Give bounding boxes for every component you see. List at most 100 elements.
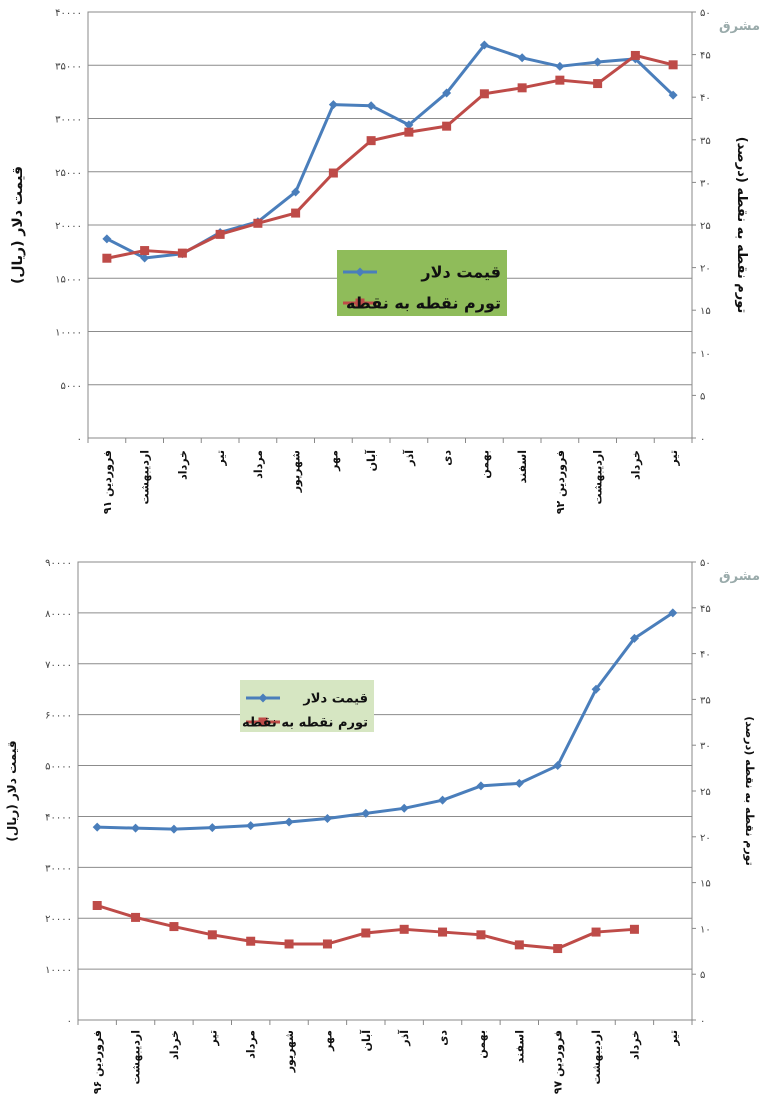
data-point: [438, 795, 448, 805]
y-tick-label: ۰: [77, 434, 82, 445]
x-tick-label: اسفند: [513, 1030, 526, 1063]
data-point: [207, 930, 217, 940]
x-tick-label: خرداد: [168, 1030, 181, 1060]
x-tick-label: شهریور: [283, 1030, 296, 1073]
data-point: [438, 927, 448, 937]
data-point: [291, 187, 301, 197]
x-tick-label: بهمن: [475, 1030, 488, 1059]
y2-axis-title: تورم نقطه به نقطه (درصد): [743, 716, 756, 865]
y2-tick-label: ۴۵: [700, 604, 711, 615]
x-tick-label: خرداد: [176, 450, 189, 480]
y-tick-label: ۰: [67, 1016, 72, 1027]
chart-top: ۰ ۵۰۰۰ ۱۰۰۰۰ ۱۵۰۰۰ ۲۰۰۰۰ ۲۵۰۰۰ ۳۰۰۰۰ ۳۵۰۰۰ ۴۰۰۰۰…: [0, 0, 768, 540]
legend-box: [337, 250, 507, 316]
data-point: [328, 100, 338, 110]
chart-top-svg: ۰ ۵۰۰۰ ۱۰۰۰۰ ۱۵۰۰۰ ۲۰۰۰۰ ۲۵۰۰۰ ۳۰۰۰۰ ۳۵۰۰۰ ۴۰۰۰۰…: [10, 8, 760, 514]
y2-tick-label: ۱۰: [700, 349, 711, 360]
y2-tick-label: ۴۵: [700, 51, 711, 62]
x-tick-label: تیر: [667, 1030, 680, 1046]
y2-tick-label: ۵۰: [700, 8, 711, 19]
legend-label-1: تورم نقطه به نقطه: [346, 294, 501, 313]
data-point: [131, 823, 141, 833]
y-tick-label: ۳۵۰۰۰: [55, 61, 82, 72]
x-tick-label: فروردین ۹۷: [552, 1030, 565, 1094]
y2-tick-label: ۳۰: [700, 178, 711, 189]
y2-tick-label: ۳۵: [700, 136, 711, 147]
data-point: [668, 90, 678, 100]
y2-tick-label: ۱۵: [700, 306, 711, 317]
y2-tick-label: ۲۰: [700, 833, 711, 844]
y-tick-label: ۲۰۰۰۰: [45, 914, 72, 925]
data-point: [92, 901, 102, 910]
x-tick-label: اسفند: [516, 450, 529, 483]
y-tick-label: ۲۰۰۰۰: [55, 221, 82, 232]
x-tick-label: خرداد: [628, 1030, 641, 1060]
data-point: [284, 939, 294, 949]
x-tick-label: آذر: [402, 450, 416, 467]
data-point: [404, 120, 414, 130]
data-point: [328, 168, 338, 178]
x-tick-label: تیر: [206, 1030, 219, 1046]
data-point: [668, 60, 678, 70]
y-axis-title: قیمت دلار (ریال): [10, 166, 26, 284]
y2-axis-title: تورم نقطه به نقطه (درصد): [734, 137, 749, 314]
data-point: [207, 823, 217, 833]
watermark-logo: مشرق: [719, 569, 760, 584]
legend-marker-0: [258, 693, 268, 703]
data-point: [140, 246, 150, 256]
x-tick-label: فروردین ۹۱: [101, 450, 114, 514]
series-line-0: [106, 43, 675, 260]
data-point: [591, 684, 601, 694]
x-tick-label: بهمن: [478, 450, 491, 479]
legend-label-0: قیمت دلار: [420, 263, 501, 282]
y-tick-label: ۵۰۰۰۰: [45, 762, 72, 773]
x-tick-label: آبان: [364, 450, 378, 472]
data-point: [476, 781, 486, 791]
y2-tick-label: ۱۰: [700, 924, 711, 935]
y2-tick-label: ۱۵: [700, 879, 711, 890]
x-tick-label: اردیبهشت: [592, 450, 605, 504]
data-point: [366, 136, 376, 146]
data-point: [131, 912, 141, 922]
chart-bottom-svg: ۰ ۱۰۰۰۰ ۲۰۰۰۰ ۳۰۰۰۰ ۴۰۰۰۰ ۵۰۰۰۰ ۶۰۰۰۰ ۷۰۰۰۰ ۸۰۰۰…: [5, 558, 760, 1094]
x-tick-label: آذر: [397, 1030, 411, 1047]
data-point: [517, 53, 527, 63]
y2-tick-label: ۰: [700, 434, 705, 445]
data-point: [404, 127, 414, 137]
data-point: [366, 101, 376, 111]
x-tick-label: اردیبهشت: [590, 1030, 603, 1084]
data-point: [291, 208, 301, 218]
data-point: [593, 79, 603, 89]
data-point: [322, 813, 332, 823]
data-point: [253, 218, 263, 228]
x-tick-label: خرداد: [629, 450, 642, 480]
x-tick-label: تیر: [667, 450, 680, 466]
y2-tick-label: ۳۰: [700, 741, 711, 752]
y-tick-label: ۳۰۰۰۰: [45, 863, 72, 874]
y-tick-label: ۶۰۰۰۰: [45, 711, 72, 722]
data-point: [514, 778, 524, 788]
data-point: [479, 89, 489, 99]
data-point: [102, 234, 112, 244]
data-point: [92, 822, 102, 832]
series-line-0: [97, 611, 674, 831]
data-point: [215, 229, 225, 239]
data-point: [629, 924, 639, 934]
x-tick-label: مهر: [321, 1030, 334, 1052]
y2-tick-label: ۴۰: [700, 650, 711, 661]
y-tick-label: ۳۰۰۰۰: [55, 115, 82, 126]
chart-bottom: ۰ ۱۰۰۰۰ ۲۰۰۰۰ ۳۰۰۰۰ ۴۰۰۰۰ ۵۰۰۰۰ ۶۰۰۰۰ ۷۰۰۰۰ ۸۰۰۰…: [0, 550, 768, 1108]
y-tick-label: ۸۰۰۰۰: [45, 609, 72, 620]
x-tick-label: فروردین ۹۲: [554, 450, 567, 514]
data-point: [169, 922, 179, 932]
y2-tick-label: ۴۰: [700, 93, 711, 104]
x-tick-label: اردیبهشت: [139, 450, 152, 504]
y-tick-label: ۹۰۰۰۰: [45, 558, 72, 569]
legend-marker-1: [258, 717, 268, 727]
y-tick-label: ۲۵۰۰۰: [55, 168, 82, 179]
data-point: [361, 928, 371, 938]
x-tick-label: تیر: [214, 450, 227, 466]
data-point: [514, 940, 524, 950]
data-point: [442, 88, 452, 98]
x-tick-label: آبان: [359, 1030, 373, 1052]
